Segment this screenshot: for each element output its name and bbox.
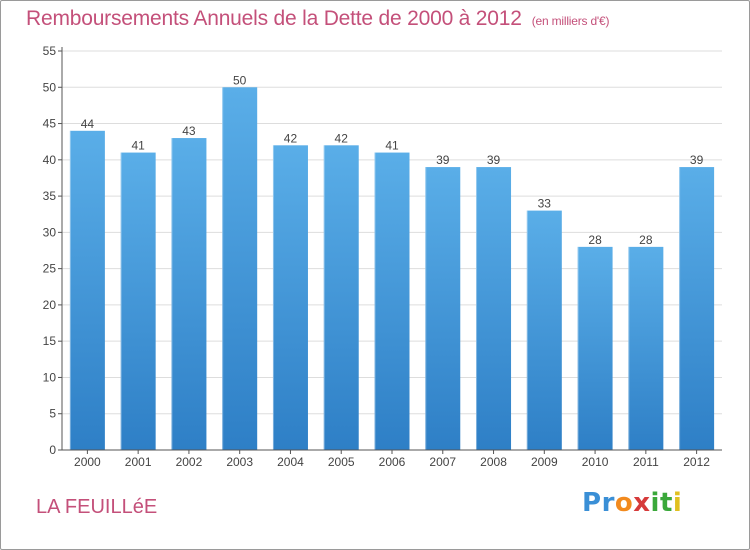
bar-2012 [679, 167, 715, 450]
data-label: 28 [588, 233, 602, 247]
x-tick-label: 2005 [328, 455, 355, 469]
logo-letter: t [659, 488, 673, 518]
bar-2011 [628, 246, 664, 450]
data-label: 41 [131, 139, 145, 153]
x-tick-label: 2004 [277, 455, 304, 469]
x-tick-label: 2006 [379, 455, 406, 469]
data-label: 33 [538, 197, 552, 211]
data-label: 50 [233, 73, 247, 87]
y-tick-label: 5 [49, 407, 56, 421]
y-tick-label: 25 [43, 262, 57, 276]
data-label: 39 [487, 153, 501, 167]
data-label: 43 [182, 124, 196, 138]
bar-2008 [476, 167, 512, 450]
y-tick-label: 20 [43, 298, 57, 312]
data-label: 41 [385, 139, 399, 153]
bar-2002 [171, 138, 207, 450]
y-tick-label: 55 [43, 44, 57, 58]
proxiti-logo: Proxiti [582, 488, 682, 518]
logo-letter: i [672, 488, 683, 518]
bar-2006 [374, 152, 410, 450]
y-tick-label: 30 [43, 225, 57, 239]
x-tick-label: 2009 [531, 455, 558, 469]
y-tick-label: 45 [43, 117, 57, 131]
x-tick-label: 2010 [582, 455, 609, 469]
data-label: 39 [436, 153, 450, 167]
x-tick-label: 2007 [429, 455, 456, 469]
bar-2001 [120, 152, 156, 450]
y-tick-label: 0 [49, 443, 56, 457]
bar-2005 [323, 145, 359, 451]
x-tick-label: 2011 [633, 455, 659, 469]
x-tick-label: 2001 [125, 455, 152, 469]
y-tick-label: 40 [43, 153, 57, 167]
data-label: 39 [690, 153, 704, 167]
y-tick-label: 15 [43, 334, 57, 348]
x-tick-label: 2008 [480, 455, 507, 469]
commune-name: LA FEUILLéE [36, 496, 158, 518]
x-tick-label: 2003 [226, 455, 253, 469]
unit-note: (en milliers d'€) [531, 14, 610, 28]
axes [58, 47, 722, 454]
labels: 0 5 10 15 20 25 30 35 40 45 50 55 44 2000 41 2001 43 2002… [43, 44, 711, 469]
data-label: 44 [81, 117, 95, 131]
logo-letter: i [650, 488, 660, 518]
data-label: 28 [639, 233, 653, 247]
y-tick-label: 35 [43, 189, 57, 203]
y-tick-label: 50 [43, 80, 57, 94]
chart-title: Remboursements Annuels de la Dette de 20… [26, 7, 609, 31]
bar-2003 [222, 87, 258, 450]
bar-2007 [425, 167, 461, 450]
x-tick-label: 2000 [74, 455, 101, 469]
data-label: 42 [335, 131, 349, 145]
logo-letter: o [614, 488, 634, 518]
chart-title-text: Remboursements Annuels de la Dette de 20… [26, 7, 522, 30]
x-tick-label: 2012 [683, 455, 710, 469]
data-label: 42 [284, 131, 298, 145]
bars [69, 87, 715, 451]
bar-2004 [272, 145, 308, 451]
x-tick-label: 2002 [176, 455, 203, 469]
bar-2009 [526, 210, 562, 450]
bar-2000 [69, 130, 105, 451]
logo-letter: x [633, 488, 651, 518]
logo-letter: P [582, 488, 602, 518]
logo-letter: r [601, 488, 615, 518]
bar-2010 [577, 246, 613, 450]
y-tick-label: 10 [43, 370, 57, 384]
